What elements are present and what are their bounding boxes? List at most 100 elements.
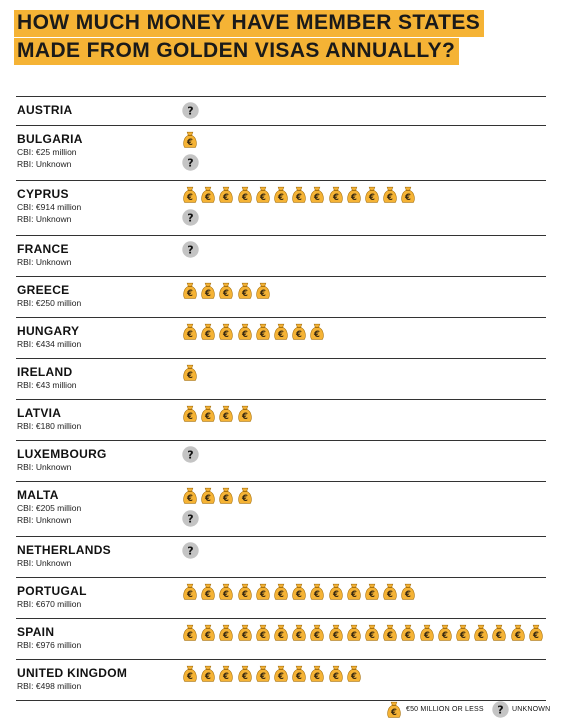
question-mark-icon: ? bbox=[182, 154, 199, 171]
money-bag-icon: € bbox=[219, 323, 234, 340]
value-label: RBI: Unknown bbox=[17, 515, 72, 525]
money-bag-icon: € bbox=[438, 624, 452, 641]
svg-text:?: ? bbox=[497, 704, 503, 717]
svg-text:€: € bbox=[332, 193, 339, 203]
money-bag-icon: € bbox=[492, 624, 507, 641]
svg-text:€: € bbox=[186, 330, 193, 340]
money-bag-icon: € bbox=[456, 624, 470, 641]
money-bag-icon: € bbox=[419, 624, 434, 641]
money-bag-icon: € bbox=[183, 364, 197, 381]
country-name: LUXEMBOURG bbox=[17, 447, 107, 461]
question-mark-icon: ? bbox=[182, 209, 199, 226]
svg-text:€: € bbox=[186, 138, 193, 148]
icon-strip: ? bbox=[182, 154, 548, 172]
money-bag-icon: € bbox=[383, 624, 397, 641]
money-bag-icon: € bbox=[256, 665, 270, 682]
question-mark-icon: ? bbox=[492, 701, 509, 718]
chart-title: HOW MUCH MONEY HAVE MEMBER STATES MADE F… bbox=[14, 10, 485, 66]
svg-text:€: € bbox=[368, 631, 375, 641]
svg-text:€: € bbox=[350, 631, 357, 641]
money-bag-icon: € bbox=[201, 665, 215, 682]
country-row: NETHERLANDS RBI: Unknown? bbox=[16, 536, 546, 577]
icon-strip: € bbox=[182, 131, 548, 149]
money-bag-icon: € bbox=[183, 487, 197, 504]
money-bag-icon: € bbox=[310, 323, 325, 340]
svg-text:?: ? bbox=[187, 449, 193, 462]
money-bag-icon: € bbox=[237, 624, 252, 641]
money-bag-icon: € bbox=[365, 186, 379, 203]
svg-text:€: € bbox=[386, 631, 393, 641]
svg-text:€: € bbox=[295, 590, 302, 600]
money-bag-icon: € bbox=[292, 186, 306, 203]
svg-text:€: € bbox=[423, 631, 430, 641]
icon-strip: € € € € € € € € € € € € € € € € € € € € bbox=[182, 624, 548, 642]
icon-strip: € € € € bbox=[182, 405, 548, 423]
money-bag-icon: € bbox=[383, 186, 397, 203]
country-name: MALTA bbox=[17, 488, 59, 502]
title-line-1: HOW MUCH MONEY HAVE MEMBER STATES bbox=[14, 10, 485, 37]
svg-text:€: € bbox=[222, 590, 229, 600]
money-bag-icon: € bbox=[201, 487, 215, 504]
country-name: BULGARIA bbox=[17, 132, 83, 146]
svg-text:€: € bbox=[295, 330, 302, 340]
money-bag-icon: € bbox=[401, 186, 416, 203]
question-mark-icon: ? bbox=[182, 510, 199, 527]
money-bag-icon: € bbox=[201, 282, 215, 299]
value-label: RBI: Unknown bbox=[17, 462, 72, 472]
money-bag-icon: € bbox=[347, 624, 361, 641]
svg-text:€: € bbox=[332, 672, 339, 682]
money-bag-icon: € bbox=[237, 186, 252, 203]
money-bag-icon: € bbox=[274, 583, 288, 600]
icon-strip: € € € € € € € € € € € € € bbox=[182, 583, 548, 601]
country-row: LATVIA RBI: €180 million € € € € bbox=[16, 399, 546, 440]
country-name: LATVIA bbox=[17, 406, 62, 420]
money-bag-icon: € bbox=[256, 624, 270, 641]
svg-text:€: € bbox=[368, 193, 375, 203]
svg-text:€: € bbox=[368, 590, 375, 600]
svg-text:€: € bbox=[241, 330, 248, 340]
money-bag-icon: € bbox=[219, 186, 234, 203]
money-bag-icon: € bbox=[183, 186, 197, 203]
svg-text:€: € bbox=[222, 631, 229, 641]
money-bag-icon: € bbox=[401, 624, 416, 641]
money-bag-icon: € bbox=[183, 583, 197, 600]
svg-text:€: € bbox=[241, 590, 248, 600]
svg-text:?: ? bbox=[187, 513, 193, 526]
country-name: NETHERLANDS bbox=[17, 543, 111, 557]
svg-text:€: € bbox=[295, 193, 302, 203]
svg-text:€: € bbox=[313, 590, 320, 600]
country-row: PORTUGAL RBI: €670 million € € € € € € € € € € € € € bbox=[16, 577, 546, 618]
svg-text:?: ? bbox=[187, 105, 193, 118]
country-name: AUSTRIA bbox=[17, 103, 73, 117]
svg-text:€: € bbox=[404, 631, 411, 641]
money-bag-icon: € bbox=[219, 665, 234, 682]
svg-text:€: € bbox=[259, 330, 266, 340]
money-bag-icon: € bbox=[201, 186, 215, 203]
money-bag-icon: € bbox=[183, 282, 197, 299]
money-bag-icon: € bbox=[347, 186, 361, 203]
value-label: RBI: Unknown bbox=[17, 558, 72, 568]
svg-text:€: € bbox=[241, 412, 248, 422]
money-bag-icon: € bbox=[237, 405, 252, 422]
svg-text:€: € bbox=[241, 494, 248, 504]
svg-text:€: € bbox=[259, 631, 266, 641]
icon-strip: € € € € bbox=[182, 487, 548, 505]
icon-strip: € € € € € € € € € € € € € bbox=[182, 186, 548, 204]
svg-text:?: ? bbox=[187, 157, 193, 170]
svg-text:€: € bbox=[204, 672, 211, 682]
svg-text:€: € bbox=[295, 672, 302, 682]
svg-text:€: € bbox=[277, 330, 284, 340]
svg-text:€: € bbox=[332, 631, 339, 641]
svg-text:€: € bbox=[186, 371, 193, 381]
svg-text:€: € bbox=[441, 631, 448, 641]
svg-text:€: € bbox=[404, 193, 411, 203]
money-bag-icon: € bbox=[292, 323, 306, 340]
svg-text:€: € bbox=[222, 412, 229, 422]
money-bag-icon: € bbox=[201, 405, 215, 422]
country-name: SPAIN bbox=[17, 625, 55, 639]
svg-text:€: € bbox=[259, 193, 266, 203]
money-bag-icon: € bbox=[292, 665, 306, 682]
money-bag-icon: € bbox=[274, 186, 288, 203]
value-label: RBI: €498 million bbox=[17, 681, 82, 691]
svg-text:€: € bbox=[204, 590, 211, 600]
